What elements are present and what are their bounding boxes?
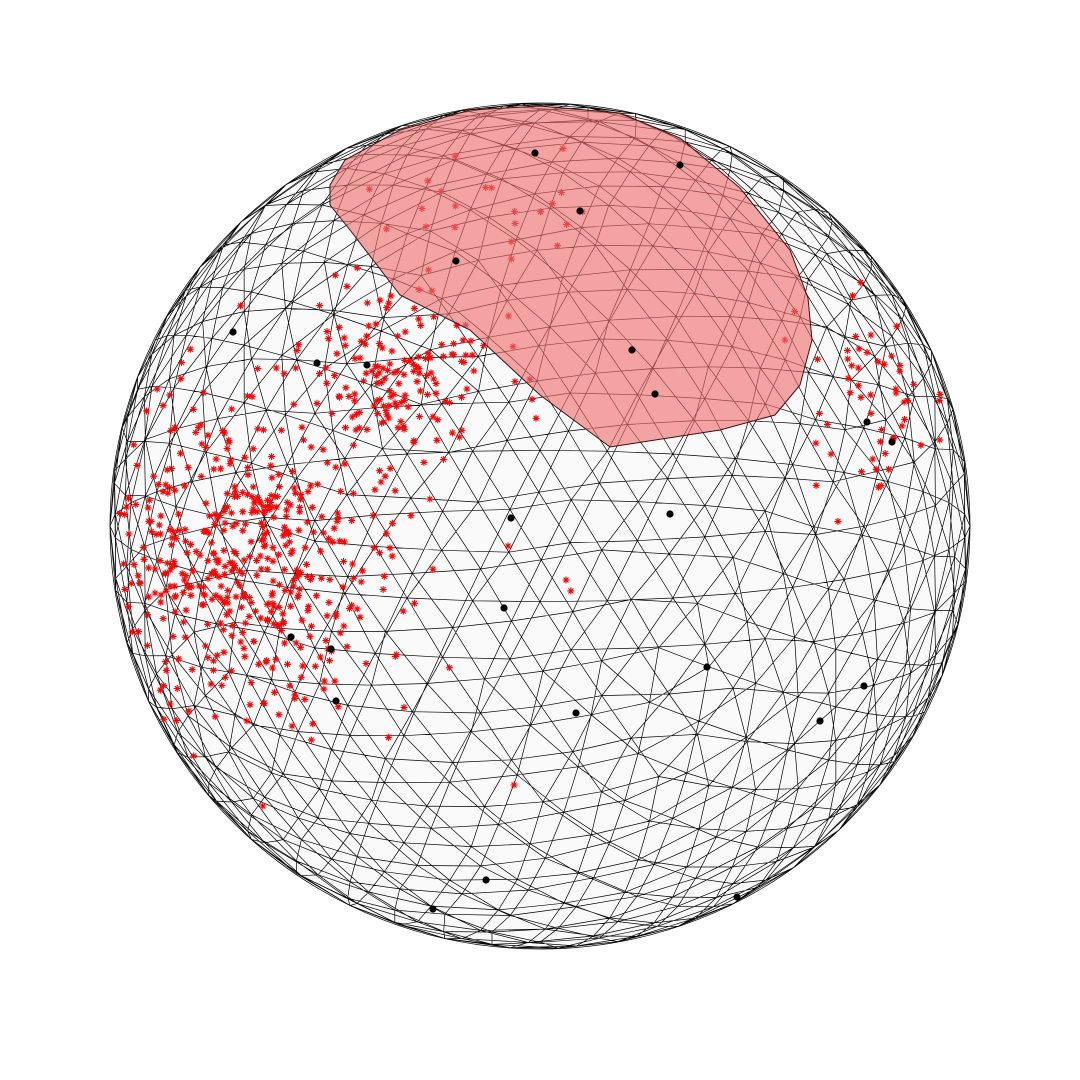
sphere-outline [109,102,971,950]
black-dot [576,207,584,215]
black-dot [327,645,335,653]
black-dot [332,697,340,705]
wireframe [109,102,971,950]
black-dot [651,390,659,398]
black-dot [863,418,871,426]
black-dot [666,510,674,518]
black-dot [452,257,460,265]
black-dot [703,663,711,671]
black-dot [429,905,437,913]
black-dot [628,346,636,354]
red-asterisks [116,145,944,810]
black-dot [313,359,321,367]
black-dot [860,682,868,690]
red-markers [116,145,944,810]
black-dot [500,604,508,612]
black-dot [482,876,490,884]
black-dot [676,161,684,169]
black-dot [531,149,539,157]
black-dot [888,438,896,446]
black-dot [816,717,824,725]
black-dot [733,893,741,901]
black-dot [229,328,237,336]
black-markers [229,149,896,913]
mesh-edges [109,103,971,949]
highlighted-region [329,105,813,448]
black-dot [363,361,371,369]
black-dot [507,514,515,522]
black-dot [572,709,580,717]
black-dot [287,633,295,641]
